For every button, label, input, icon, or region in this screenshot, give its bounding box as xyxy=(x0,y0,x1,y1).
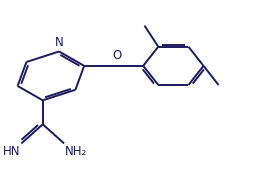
Text: NH₂: NH₂ xyxy=(65,145,88,158)
Text: N: N xyxy=(55,36,63,49)
Text: HN: HN xyxy=(3,145,20,158)
Text: O: O xyxy=(112,49,122,62)
